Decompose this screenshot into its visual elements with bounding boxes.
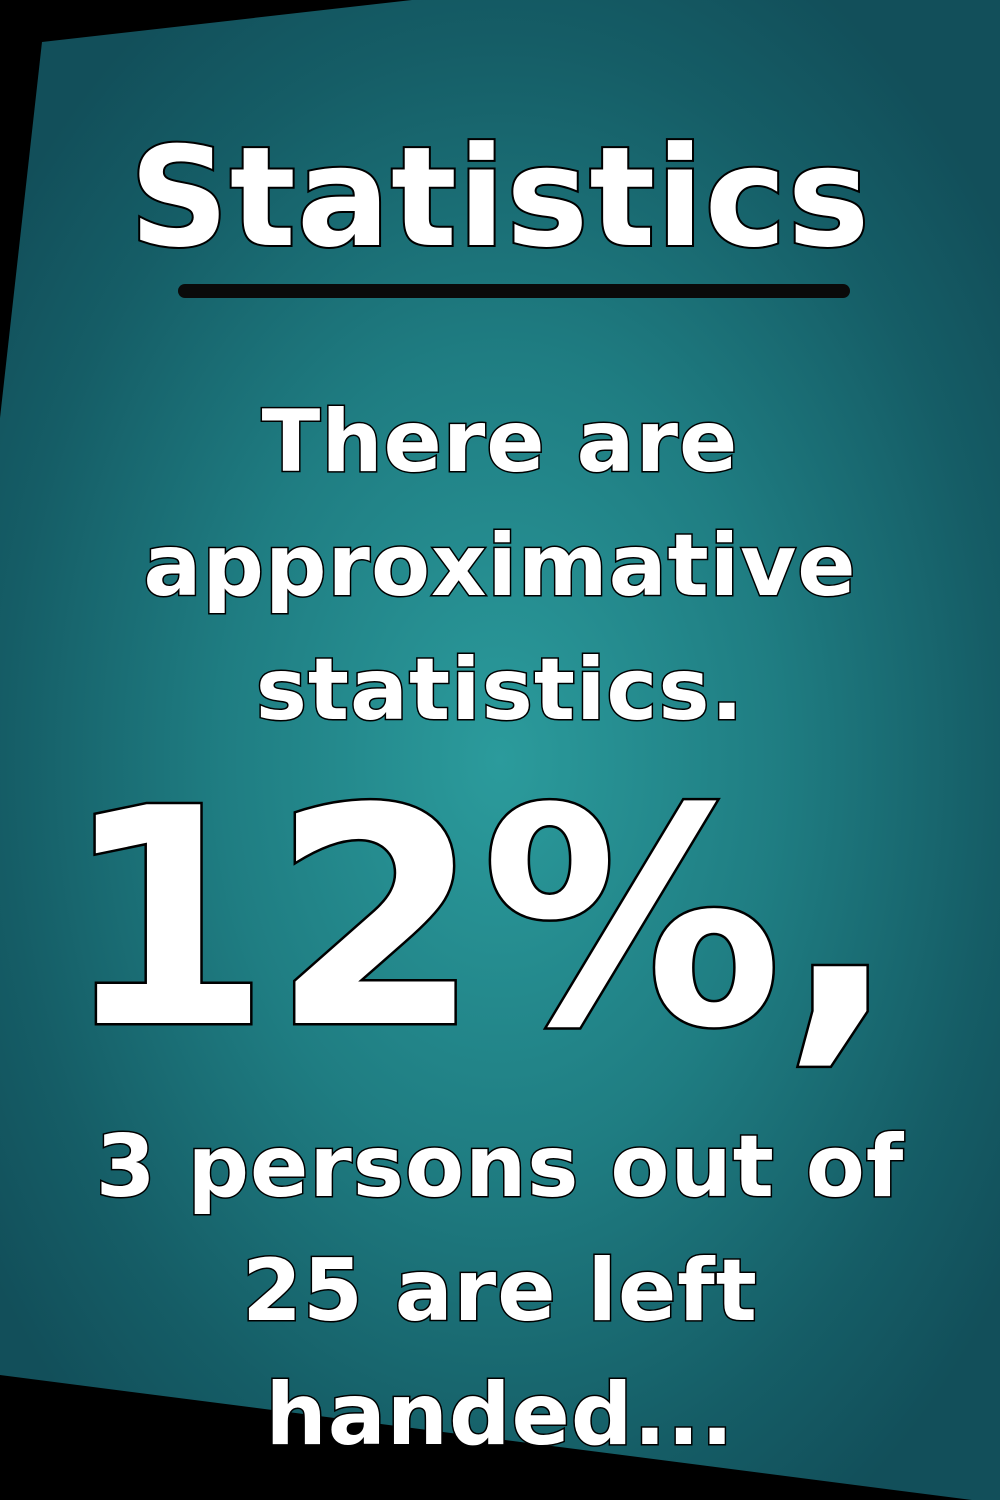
intro-line-3: statistics. (254, 639, 745, 742)
detail-line-3: handed... (264, 1364, 735, 1467)
intro-line-1: There are (260, 391, 739, 494)
detail-text: 3 persons out of 25 are left handed... (0, 1105, 1000, 1477)
detail-line-2: 25 are left (241, 1240, 759, 1343)
detail-line-1: 3 persons out of (94, 1116, 905, 1219)
percentage-highlight: 12%, (59, 745, 899, 1094)
title-underline (178, 284, 850, 298)
intro-line-2: approximative (142, 515, 857, 618)
intro-text: There are approximative statistics. (0, 380, 1000, 752)
poster-title: Statistics (127, 116, 871, 280)
